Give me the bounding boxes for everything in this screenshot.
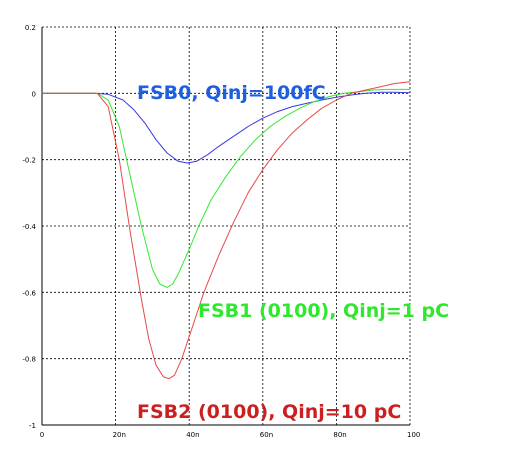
y-tick-label: -0.8 (22, 356, 36, 364)
y-tick-label: -1 (29, 422, 36, 430)
annotations: FSB0, Qinj=100fC FSB1 (0100), Qinj=1 pC FS… (137, 82, 449, 423)
x-tick-label: 60n (260, 431, 273, 439)
y-tick-label: -0.2 (22, 157, 36, 165)
series-line-0 (42, 91, 411, 164)
x-tick-label: 40n (186, 431, 199, 439)
x-tick-label: 80n (333, 431, 346, 439)
series-line-2 (42, 81, 411, 380)
annotation-label-2: FSB2 (0100), Qinj=10 pC (137, 401, 401, 423)
annotation-label-0: FSB0, Qinj=100fC (137, 82, 326, 104)
series-lines (42, 81, 411, 380)
x-tick-labels: 0 20n 40n 60n 80n 100 (40, 431, 421, 439)
x-tick-label: 100 (407, 431, 420, 439)
grid-lines (42, 26, 411, 425)
y-tick-label: 0 (32, 90, 36, 98)
x-tick-label: 20n (113, 431, 126, 439)
annotation-label-1: FSB1 (0100), Qinj=1 pC (198, 300, 449, 322)
y-tick-label: 0.2 (25, 24, 36, 32)
y-tick-labels: 0.2 0 -0.2 -0.4 -0.6 -0.8 -1 (22, 24, 36, 430)
y-tick-label: -0.4 (22, 223, 36, 231)
series-line-1 (42, 88, 410, 288)
x-tick-label: 0 (40, 431, 44, 439)
y-tick-label: -0.6 (22, 289, 36, 297)
